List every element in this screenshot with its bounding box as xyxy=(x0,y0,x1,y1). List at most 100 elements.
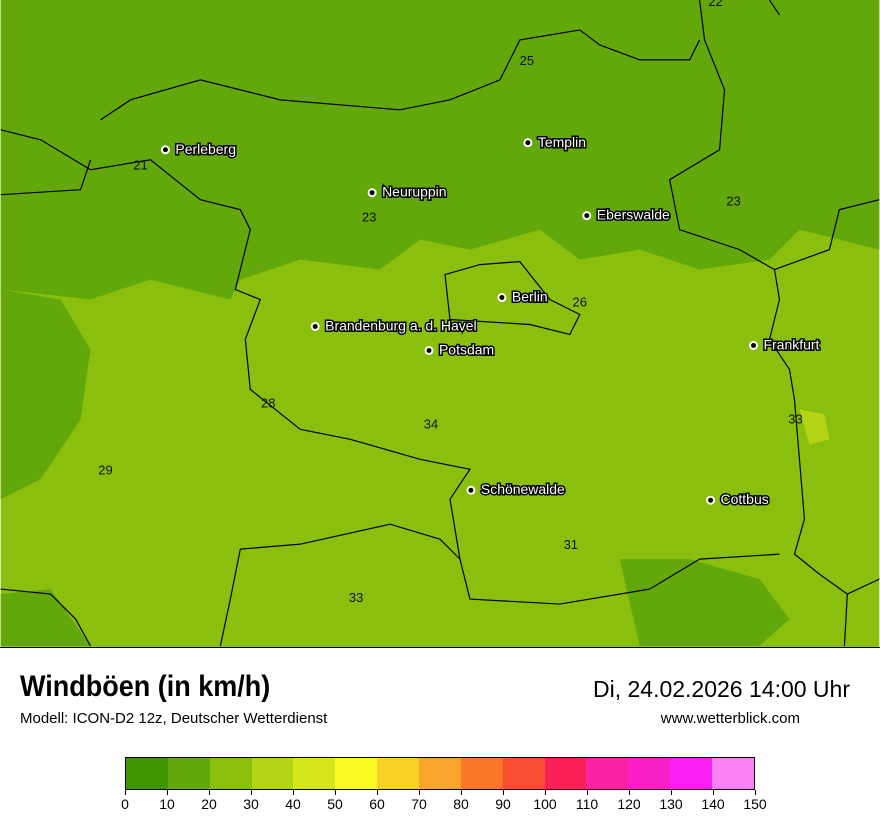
gust-value-label: 33 xyxy=(788,411,802,426)
legend-tick xyxy=(629,790,630,795)
high-gust-region-north xyxy=(0,0,880,300)
city-marker: Berlin xyxy=(497,287,549,306)
gust-value-label: 31 xyxy=(564,537,578,552)
map-title: Windböen (in km/h) xyxy=(20,670,271,703)
legend-swatch xyxy=(335,758,378,789)
city-label: Brandenburg a. d. Havel xyxy=(325,317,476,333)
legend-tick-label: 80 xyxy=(453,796,469,812)
legend-tick-label: 20 xyxy=(201,796,217,812)
legend-swatch xyxy=(209,758,252,789)
gust-value-label: 28 xyxy=(261,395,275,410)
legend-swatch xyxy=(460,758,503,789)
city-dot xyxy=(367,188,377,198)
city-label: Neuruppin xyxy=(382,184,446,200)
gust-value-label: 29 xyxy=(98,462,112,477)
city-marker: Schönewalde xyxy=(466,480,567,499)
city-dot xyxy=(582,211,592,221)
legend-swatch xyxy=(167,758,210,789)
gust-value-label: 25 xyxy=(520,53,534,68)
city-markers: Perleberg Templin Neuruppin Eberswalde Berli… xyxy=(160,132,821,509)
legend-tick-label: 40 xyxy=(285,796,301,812)
legend-swatch xyxy=(670,758,713,789)
legend-tick-label: 70 xyxy=(411,796,427,812)
website-link[interactable]: www.wetterblick.com xyxy=(660,710,800,727)
city-marker: Potsdam xyxy=(424,340,496,359)
legend-tick-label: 150 xyxy=(743,796,767,812)
city-label: Templin xyxy=(538,134,586,150)
legend-tick-label: 60 xyxy=(369,796,385,812)
gust-value-label: 23 xyxy=(362,210,376,225)
city-marker: Cottbus xyxy=(706,490,770,509)
gust-value-label: 34 xyxy=(424,416,438,431)
city-dot xyxy=(749,340,759,350)
gust-value-label: 33 xyxy=(349,590,363,605)
city-dot xyxy=(497,293,507,303)
forecast-datetime: Di, 24.02.2026 14:00 Uhr xyxy=(592,676,850,702)
legend-tick xyxy=(671,790,672,795)
legend-tick xyxy=(377,790,378,795)
legend-swatch xyxy=(293,758,336,789)
legend-tick-label: 0 xyxy=(121,796,129,812)
city-label: Cottbus xyxy=(721,491,769,507)
light-patch-east xyxy=(799,409,830,445)
legend-tick xyxy=(545,790,546,795)
legend-tick-label: 100 xyxy=(533,796,557,812)
gust-value-label: 21 xyxy=(133,158,147,173)
legend-tick-label: 10 xyxy=(159,796,175,812)
legend-tick xyxy=(293,790,294,795)
legend-tick-label: 90 xyxy=(495,796,511,812)
city-dot xyxy=(706,495,716,505)
city-marker: Eberswalde xyxy=(582,205,671,224)
city-label: Eberswalde xyxy=(597,207,670,223)
city-marker: Templin xyxy=(523,132,587,151)
city-label: Perleberg xyxy=(175,141,236,157)
model-source: Modell: ICON-D2 12z, Deutscher Wetterdie… xyxy=(20,710,328,727)
legend-tick xyxy=(713,790,714,795)
borders xyxy=(0,0,880,647)
gust-value-label: 22 xyxy=(708,0,722,9)
legend-swatch xyxy=(712,758,754,789)
legend-tick-label: 120 xyxy=(617,796,641,812)
legend-tick-label: 50 xyxy=(327,796,343,812)
dark-region-west xyxy=(0,289,91,500)
legend-ticks: 0 10 20 30 40 50 60 70 80 90 100 110 120 130 140 150 xyxy=(121,790,767,820)
city-marker: Neuruppin xyxy=(367,182,448,201)
legend-tick xyxy=(251,790,252,795)
legend-tick xyxy=(503,790,504,795)
city-dot xyxy=(424,345,434,355)
legend-tick xyxy=(755,790,756,795)
city-label: Berlin xyxy=(512,289,548,305)
city-marker: Brandenburg a. d. Havel xyxy=(310,316,478,335)
legend-tick xyxy=(335,790,336,795)
city-label: Potsdam xyxy=(439,341,494,357)
legend-tick xyxy=(587,790,588,795)
city-label: Schönewalde xyxy=(481,481,565,497)
legend-swatch xyxy=(586,758,629,789)
legend-tick-label: 110 xyxy=(575,796,599,812)
gust-value-label: 26 xyxy=(573,295,587,310)
legend-tick xyxy=(209,790,210,795)
legend-swatch xyxy=(502,758,545,789)
city-dot xyxy=(310,322,320,331)
value-labels: 22 25 21 23 23 26 28 34 33 29 31 33 xyxy=(98,0,802,605)
legend-tick xyxy=(167,790,168,795)
legend-tick-label: 140 xyxy=(701,796,725,812)
city-dot xyxy=(523,138,533,148)
legend-tick xyxy=(419,790,420,795)
city-marker: Frankfurt xyxy=(749,335,821,354)
legend-tick xyxy=(461,790,462,795)
legend-tick xyxy=(125,790,126,795)
legend-tick-label: 130 xyxy=(659,796,683,812)
legend-swatch xyxy=(544,758,587,789)
legend-swatch xyxy=(251,758,294,789)
legend-tick-label: 30 xyxy=(243,796,259,812)
dark-region-sw xyxy=(0,589,91,647)
legend-swatch xyxy=(377,758,420,789)
city-dot xyxy=(466,485,476,495)
city-dot xyxy=(160,145,170,155)
wind-gust-map: Perleberg Templin Neuruppin Eberswalde Berli… xyxy=(0,0,880,648)
legend-swatch xyxy=(126,758,168,789)
gust-value-label: 23 xyxy=(726,194,740,209)
dark-region-se xyxy=(619,559,790,647)
city-marker: Perleberg xyxy=(160,139,237,158)
